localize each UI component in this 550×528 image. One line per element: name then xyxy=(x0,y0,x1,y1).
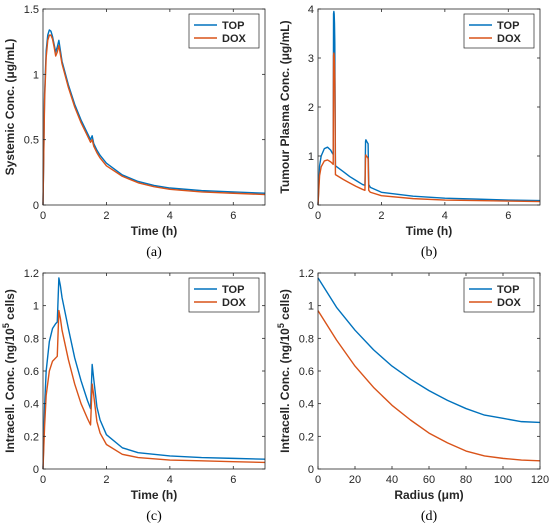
panel-caption: (c) xyxy=(146,509,162,524)
legend-label-top: TOP xyxy=(497,20,519,32)
panel-d: 0 20 40 60 80 100 120 0 0.2 0.4 0.6 0.8 1 1.2 Radius (… xyxy=(276,268,549,524)
y-axis-label-tail: cells) xyxy=(3,289,17,323)
y-axis-label-superscript: 5 xyxy=(276,323,286,328)
y-tick-label: 0.2 xyxy=(299,431,314,443)
legend-label-dox: DOX xyxy=(222,33,247,45)
x-tick-label: 6 xyxy=(230,210,236,222)
legend-label-dox: DOX xyxy=(497,297,522,309)
legend-label-dox: DOX xyxy=(222,297,247,309)
x-tick-label: 2 xyxy=(378,210,384,222)
x-tick-label: 0 xyxy=(315,210,321,222)
y-axis-label: Intracell. Conc. (ng/105 cells) xyxy=(276,289,292,453)
legend-label-top: TOP xyxy=(497,284,519,296)
y-tick-label: 0 xyxy=(308,464,314,476)
y-tick-label: 1 xyxy=(33,69,39,81)
y-axis-label-superscript: 5 xyxy=(1,323,11,328)
y-tick-label: 1.5 xyxy=(24,4,39,16)
y-axis-label-tail: cells) xyxy=(278,289,292,323)
x-axis-label: Radius (μm) xyxy=(394,488,463,502)
x-tick-label: 0 xyxy=(315,474,321,486)
series-line-top xyxy=(42,277,266,470)
panel-c: 0 2 4 6 0 0.2 0.4 0.6 0.8 1 1.2 Time (h) Intracell. … xyxy=(1,268,266,524)
x-tick-label: 6 xyxy=(505,210,511,222)
y-tick-label: 4 xyxy=(308,4,314,16)
y-tick-label: 0 xyxy=(33,464,39,476)
y-tick-label: 0 xyxy=(33,200,39,212)
y-tick-label: 1 xyxy=(308,301,314,313)
x-axis-label: Time (h) xyxy=(131,224,177,238)
x-tick-label: 60 xyxy=(423,474,435,486)
y-tick-label: 1.2 xyxy=(299,268,314,280)
panel-caption: (d) xyxy=(421,509,438,524)
legend-box xyxy=(463,277,535,313)
series-line-top xyxy=(317,277,541,424)
legend-label-dox: DOX xyxy=(497,33,522,45)
y-tick-label: 0.8 xyxy=(299,333,314,345)
y-axis-label: Tumour Plasma Conc. (μg/mL) xyxy=(278,20,292,193)
x-tick-label: 2 xyxy=(103,210,109,222)
y-tick-label: 0.8 xyxy=(24,333,39,345)
x-tick-label: 6 xyxy=(230,474,236,486)
y-tick-label: 0.6 xyxy=(24,366,39,378)
y-tick-label: 1 xyxy=(33,301,39,313)
series-line-dox xyxy=(42,309,266,470)
series-line-top xyxy=(42,29,266,206)
panel-a: 0 2 4 6 0 0.5 1 1.5 Time (h) Systemic Conc. (μg/m… xyxy=(3,4,266,260)
x-tick-label: 4 xyxy=(167,474,173,486)
y-tick-label: 0.4 xyxy=(299,399,314,411)
x-tick-label: 4 xyxy=(167,210,173,222)
x-tick-label: 80 xyxy=(460,474,472,486)
panel-caption: (b) xyxy=(421,245,438,260)
legend-box xyxy=(188,13,260,49)
series-line-dox xyxy=(42,34,266,206)
x-tick-label: 20 xyxy=(349,474,361,486)
x-tick-label: 120 xyxy=(531,474,549,486)
panel-caption: (a) xyxy=(146,245,162,260)
legend-box xyxy=(463,13,535,49)
series-line-dox xyxy=(317,52,541,206)
legend-label-top: TOP xyxy=(222,284,244,296)
x-tick-label: 0 xyxy=(40,210,46,222)
y-axis-label: Systemic Conc. (μg/mL) xyxy=(3,39,17,176)
x-axis-label: Time (h) xyxy=(406,224,452,238)
y-tick-label: 0 xyxy=(308,200,314,212)
y-tick-label: 0.2 xyxy=(24,431,39,443)
y-tick-label: 0.5 xyxy=(24,135,39,147)
x-tick-label: 0 xyxy=(40,474,46,486)
x-tick-label: 100 xyxy=(494,474,512,486)
y-tick-label: 2 xyxy=(308,102,314,114)
y-tick-label: 0.6 xyxy=(299,366,314,378)
axes-box xyxy=(42,8,266,206)
series-line-dox xyxy=(317,310,541,462)
series-line-top xyxy=(317,10,541,206)
y-tick-label: 3 xyxy=(308,53,314,65)
legend-label-top: TOP xyxy=(222,20,244,32)
y-tick-label: 1.2 xyxy=(24,268,39,280)
x-tick-label: 2 xyxy=(103,474,109,486)
x-axis-label: Time (h) xyxy=(131,488,177,502)
x-tick-label: 40 xyxy=(386,474,398,486)
x-tick-label: 4 xyxy=(442,210,448,222)
panel-b: 0 2 4 6 0 1 2 3 4 Time (h) Tumour Plasma Conc. (μg… xyxy=(278,4,541,260)
y-tick-label: 0.4 xyxy=(24,399,39,411)
y-tick-label: 1 xyxy=(308,151,314,163)
y-axis-label: Intracell. Conc. (ng/105 cells) xyxy=(1,289,17,453)
legend-box xyxy=(188,277,260,313)
